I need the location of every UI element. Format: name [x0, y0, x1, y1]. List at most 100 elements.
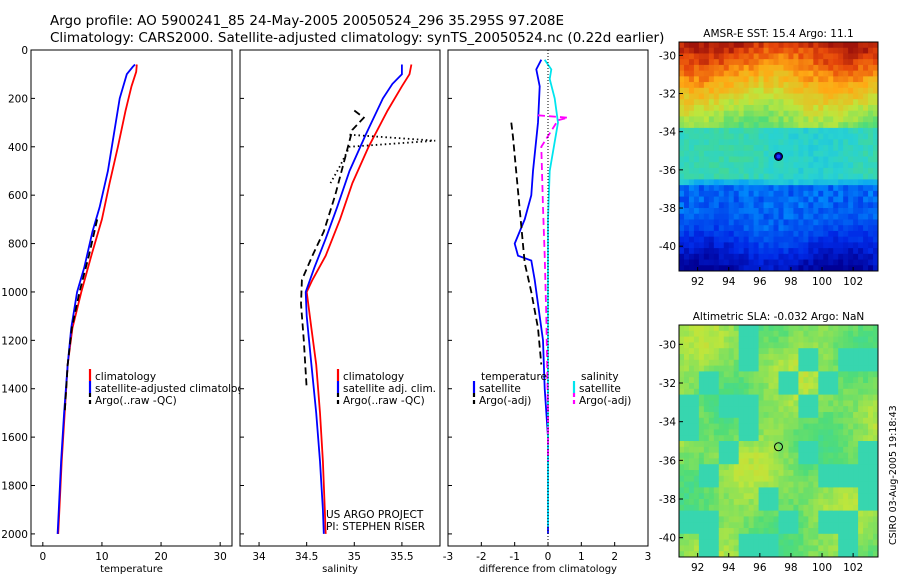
sla-map-cell	[733, 441, 740, 448]
sst-map-cell	[768, 47, 775, 55]
sla-map-cell	[853, 423, 859, 430]
sst-map-cell	[868, 127, 874, 135]
sla-map-cell	[863, 342, 869, 349]
sla-map-cell	[698, 516, 705, 523]
legend-diff-left-title: temperature	[481, 371, 547, 383]
sst-map-cell	[728, 230, 735, 238]
sst-map-cell	[783, 104, 790, 112]
sla-map-cell	[738, 371, 745, 378]
sla-map-cell	[788, 325, 795, 332]
sst-map-cell	[848, 213, 854, 221]
sla-map-cell	[679, 348, 685, 355]
sst-map-cell	[788, 42, 795, 49]
sla-map-cell	[683, 446, 690, 454]
sla-map-cell	[838, 383, 844, 390]
sst-map-cell	[798, 179, 804, 186]
sla-map-cell	[679, 400, 685, 407]
sst-map-cell	[698, 179, 705, 186]
sla-map-cell	[698, 400, 705, 407]
sla-map-cell	[793, 522, 799, 529]
sla-map-cell	[679, 499, 685, 506]
sla-map-cell	[793, 348, 799, 355]
sst-map-cell	[868, 213, 874, 221]
sla-map-cell	[763, 348, 770, 355]
sst-map-cell	[798, 253, 804, 261]
sst-map-cell	[743, 64, 750, 72]
sst-map-cell	[778, 70, 785, 77]
sst-map-cell	[828, 99, 834, 106]
sst-map-cell	[679, 179, 685, 186]
sla-map-cell	[803, 435, 809, 442]
sla-map-cell	[788, 435, 795, 442]
sst-map-cell	[698, 213, 705, 221]
sla-map-cell	[773, 470, 780, 477]
sla-map-cell	[788, 470, 795, 477]
sla-map-cell	[798, 348, 804, 355]
sla-map-cell	[778, 435, 785, 442]
sst-map-cell	[823, 156, 829, 163]
sst-map-cell	[758, 219, 765, 226]
sla-map-cell	[748, 359, 755, 367]
sst-map-cell	[803, 208, 809, 215]
sla-map-cell	[813, 429, 819, 436]
sla-map-cell	[813, 336, 819, 343]
sst-map-cell	[823, 242, 829, 249]
sst-map-cell	[873, 213, 878, 221]
sla-map-cell	[679, 336, 685, 343]
sst-map-cell	[873, 76, 878, 83]
sla-map-cell	[728, 325, 735, 332]
sst-map-cell	[808, 248, 814, 255]
sst-map-cell	[773, 185, 780, 192]
sla-map-cell	[823, 545, 829, 552]
sst-map-cell	[828, 179, 834, 186]
sst-map-cell	[713, 133, 720, 140]
sla-map-cell	[828, 388, 834, 396]
sst-map-cell	[698, 173, 705, 180]
sla-map-cell	[868, 464, 874, 471]
sla-map-cell	[738, 394, 745, 401]
sst-map-ytick-label: -36	[659, 165, 676, 177]
sst-map-cell	[688, 47, 695, 55]
sla-map-cell	[708, 406, 715, 413]
sla-map-cell	[808, 354, 814, 361]
sst-map-cell	[843, 225, 849, 232]
sst-map-cell	[698, 265, 705, 271]
sla-map-cell	[813, 371, 819, 378]
sla-map-cell	[813, 551, 819, 557]
sst-map-cell	[753, 213, 760, 221]
sla-map-cell	[873, 429, 878, 436]
sst-map-cell	[873, 42, 878, 49]
sla-map-cell	[728, 365, 735, 372]
sla-map-cell	[818, 342, 824, 349]
sla-map-cell	[693, 423, 700, 430]
sla-map-cell	[798, 545, 804, 552]
sst-map-cell	[698, 99, 705, 106]
sla-map-cell	[808, 423, 814, 430]
sla-map-cell	[753, 354, 760, 361]
sst-map-cell	[833, 156, 839, 163]
sst-map-cell	[753, 116, 760, 123]
sst-map-cell	[863, 196, 869, 203]
sst-map-cell	[748, 196, 755, 203]
sst-map-cell	[683, 185, 690, 192]
sst-map-cell	[788, 213, 795, 221]
sst-map-cell	[813, 167, 819, 175]
sst-map-cell	[828, 259, 834, 266]
sla-map-cell	[863, 504, 869, 512]
sla-map-cell	[733, 406, 740, 413]
sst-map-cell	[833, 104, 839, 112]
sla-map-cell	[848, 533, 854, 541]
sla-map-cell	[773, 400, 780, 407]
sst-map-cell	[743, 139, 750, 146]
sst-map-cell	[848, 64, 854, 72]
sla-map-cell	[813, 330, 819, 338]
sst-map-cell	[803, 179, 809, 186]
temperature-xlabel: temperature	[100, 564, 163, 575]
sst-map-cell	[693, 236, 700, 243]
sst-map-cell	[848, 82, 854, 89]
sla-map-cell	[763, 475, 770, 483]
sla-map-cell	[728, 336, 735, 343]
sla-map-cell	[838, 481, 844, 488]
sla-map-cell	[833, 470, 839, 477]
